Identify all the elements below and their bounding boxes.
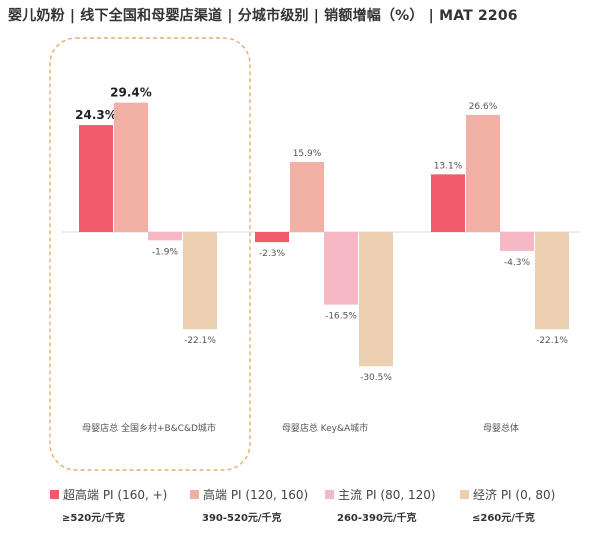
legend: 超高端 PI (160, +) ≥520元/千克 高端 PI (120, 160) 3…: [0, 486, 600, 536]
legend-swatch: [190, 490, 199, 499]
legend-price-range: ≤260元/千克: [472, 513, 535, 524]
legend-item-4: 经济 PI (0, 80) ≤260元/千克: [460, 486, 555, 524]
legend-price-range: 260-390元/千克: [337, 513, 417, 524]
bar-chart: 24.3% 29.4% -1.9% -22.1% 母婴店总 全国乡村+B&C&D城市 -2…: [49, 37, 580, 471]
bar-3-3: [500, 232, 534, 251]
legend-price-range: ≥520元/千克: [62, 513, 125, 524]
data-label-1-1: 24.3%: [75, 108, 117, 122]
data-label-2-2: 15.9%: [293, 149, 322, 159]
bar-2-3: [324, 232, 358, 305]
bar-2-4: [359, 232, 393, 367]
legend-price-range: 390-520元/千克: [202, 513, 282, 524]
category-label-2: 母婴店总 Key&A城市: [282, 422, 368, 434]
legend-item-1: 超高端 PI (160, +) ≥520元/千克: [50, 486, 167, 524]
category-label-3: 母婴总体: [483, 422, 519, 434]
bar-1-2: [114, 102, 148, 232]
data-label-2-3: -16.5%: [325, 312, 357, 322]
data-label-3-3: -4.3%: [504, 258, 531, 268]
legend-item-3: 主流 PI (80, 120) 260-390元/千克: [325, 486, 436, 524]
data-label-1-3: -1.9%: [152, 247, 179, 257]
data-label-2-4: -30.5%: [360, 373, 392, 383]
legend-label: 主流 PI (80, 120): [338, 488, 436, 502]
data-label-3-1: 13.1%: [434, 161, 463, 171]
data-label-2-1: -2.3%: [259, 249, 286, 259]
bar-3-2: [466, 114, 500, 232]
legend-label: 经济 PI (0, 80): [473, 488, 556, 502]
category-label-1: 母婴店总 全国乡村+B&C&D城市: [82, 422, 216, 434]
legend-item-2: 高端 PI (120, 160) 390-520元/千克: [190, 486, 308, 524]
legend-label: 高端 PI (120, 160): [203, 488, 309, 502]
bar-1-4: [183, 232, 217, 330]
chart-title: 婴儿奶粉 | 线下全国和母婴店渠道 | 分城市级别 | 销额增幅（%） | MA…: [8, 8, 518, 24]
bar-2-2: [290, 162, 324, 232]
legend-label: 超高端 PI (160, +): [63, 488, 168, 502]
bar-3-4: [535, 232, 569, 330]
legend-swatch: [50, 490, 59, 499]
legend-swatch: [325, 490, 334, 499]
bar-1-1: [79, 125, 113, 232]
bar-1-3: [148, 232, 182, 241]
data-label-3-2: 26.6%: [469, 102, 498, 112]
highlight-frame: [49, 37, 251, 471]
bar-3-1: [431, 174, 465, 232]
legend-swatch: [460, 490, 469, 499]
bar-2-1: [255, 232, 289, 243]
data-label-1-2: 29.4%: [110, 86, 152, 100]
data-label-3-4: -22.1%: [536, 336, 568, 346]
data-label-1-4: -22.1%: [184, 336, 216, 346]
